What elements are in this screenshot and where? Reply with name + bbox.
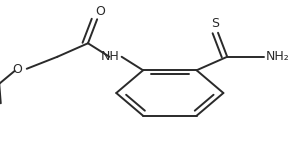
Text: O: O <box>95 4 105 18</box>
Text: S: S <box>211 17 219 30</box>
Text: NH: NH <box>101 50 119 63</box>
Text: NH₂: NH₂ <box>266 50 289 63</box>
Text: O: O <box>13 63 23 76</box>
